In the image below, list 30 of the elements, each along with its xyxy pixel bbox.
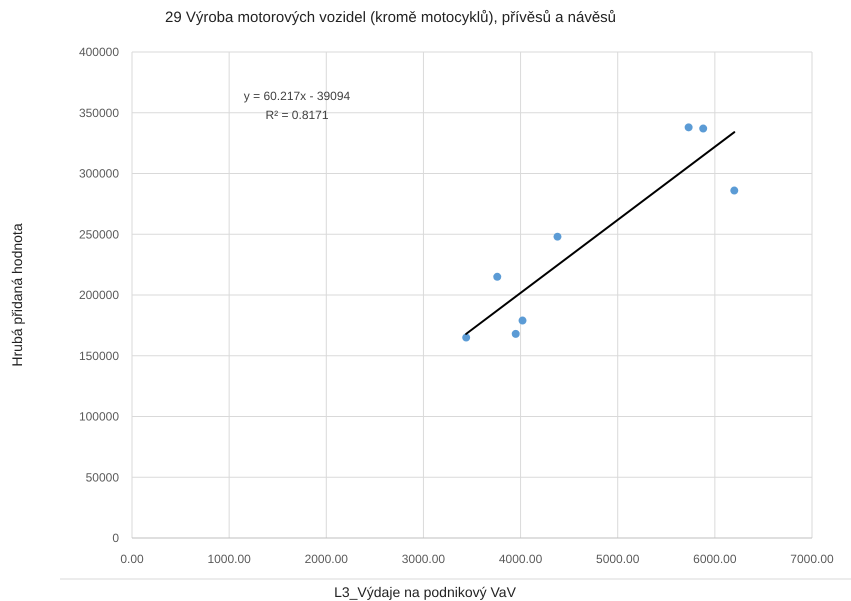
point — [699, 124, 708, 133]
y-tick-label: 300000 — [78, 166, 120, 180]
x-tick-label: 7000.00 — [790, 552, 834, 566]
point — [553, 232, 562, 241]
point — [493, 272, 502, 281]
x-tick-label: 0.00 — [120, 552, 144, 566]
point — [684, 123, 693, 132]
y-tick-label: 100000 — [78, 410, 120, 424]
annotation: R² = 0.8171 — [265, 108, 329, 122]
x-tick-label: 6000.00 — [693, 552, 737, 566]
y-tick-label: 200000 — [78, 288, 120, 302]
point — [462, 334, 470, 342]
x-tick-label: 3000.00 — [402, 552, 446, 566]
chart-title: 29 Výroba motorových vozidel (kromě motocyklů), přívěsů a návěsů — [164, 9, 616, 26]
point — [730, 186, 738, 194]
y-tick-label: 150000 — [78, 348, 120, 363]
annotation: y = 60.217x - 39094 — [244, 89, 351, 103]
x-tick-label: 4000.00 — [498, 552, 543, 566]
y-tick-label: 250000 — [78, 227, 120, 242]
x-axis-title: L3_Výdaje na podnikový VaV — [334, 584, 517, 600]
y-tick-label: 0 — [112, 531, 120, 545]
y-tick-label: 400000 — [78, 45, 120, 59]
x-tick-label: 1000.00 — [207, 552, 252, 566]
point — [518, 316, 527, 324]
x-tick-label: 2000.00 — [304, 552, 348, 566]
y-tick-label: 350000 — [78, 106, 120, 120]
y-tick-label: 50000 — [86, 470, 120, 484]
x-tick-label: 5000.00 — [596, 552, 640, 566]
y-axis-title: Hrubá přidaná hodnota — [9, 223, 25, 367]
point — [512, 330, 520, 338]
